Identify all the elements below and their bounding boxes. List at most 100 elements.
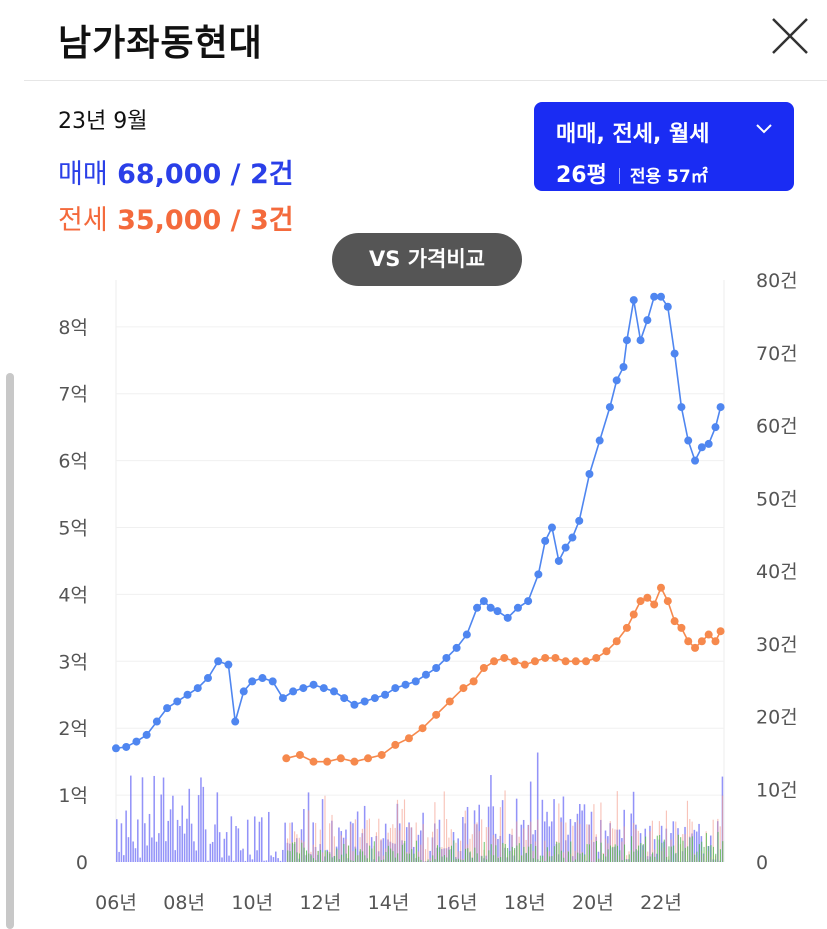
- bar-rent: [436, 845, 438, 862]
- bar-sale: [174, 850, 176, 862]
- bar-rent: [486, 859, 488, 862]
- jeonse-price-summary: 전세 35,000 / 3건: [58, 198, 294, 237]
- x-tick-label: 06년: [95, 892, 137, 914]
- bar-sale: [548, 826, 551, 862]
- bar-jeonse: [516, 821, 518, 862]
- bar-jeonse: [579, 823, 581, 862]
- bar-jeonse: [329, 823, 331, 862]
- bar-rent: [322, 861, 324, 862]
- bar-rent: [621, 860, 623, 862]
- bar-rent: [684, 847, 686, 862]
- bar-rent: [652, 852, 654, 862]
- bar-rent: [556, 842, 558, 862]
- jeonse-label: 전세: [58, 205, 108, 236]
- bar-jeonse: [457, 851, 459, 862]
- data-point-jeonse: [336, 754, 345, 763]
- x-tick-label: 20년: [572, 892, 614, 914]
- bar-rent: [661, 842, 663, 862]
- bar-rent: [357, 855, 359, 862]
- bar-rent: [687, 846, 689, 862]
- data-point-sale: [289, 687, 298, 696]
- bar-jeonse: [431, 831, 434, 862]
- bar-rent: [329, 853, 331, 862]
- bar-sale: [181, 805, 184, 862]
- bar-rent: [659, 835, 661, 862]
- data-point-jeonse: [650, 600, 659, 609]
- bar-sale: [695, 831, 698, 862]
- data-point-sale: [595, 436, 604, 445]
- bar-sale: [204, 829, 207, 862]
- bar-rent: [458, 858, 460, 862]
- close-icon[interactable]: [768, 14, 812, 58]
- bar-sale: [216, 792, 219, 862]
- bar-jeonse: [417, 851, 420, 862]
- bar-sale: [497, 839, 499, 862]
- bar-rent: [689, 837, 691, 862]
- bar-jeonse: [392, 824, 394, 862]
- y-tick-label: 5억: [58, 518, 88, 540]
- data-point-jeonse: [643, 593, 652, 602]
- bar-rent: [383, 859, 385, 862]
- scrollbar[interactable]: [6, 373, 14, 929]
- bar-jeonse: [544, 840, 546, 862]
- data-point-sale: [636, 336, 645, 345]
- data-point-sale: [391, 684, 400, 693]
- bar-jeonse: [396, 799, 399, 862]
- bar-rent: [572, 861, 574, 862]
- bar-sale: [116, 819, 118, 862]
- bar-rent: [369, 845, 371, 862]
- bar-jeonse: [591, 839, 593, 862]
- bar-rent: [469, 851, 471, 862]
- bar-rent: [546, 847, 548, 862]
- data-point-sale: [112, 744, 120, 753]
- bar-rent: [703, 846, 705, 862]
- bar-sale: [581, 810, 583, 862]
- bar-rent: [574, 859, 576, 862]
- bar-rent: [525, 852, 527, 862]
- bar-jeonse: [364, 828, 366, 862]
- bar-sale: [256, 850, 258, 862]
- data-point-sale: [697, 443, 706, 452]
- bar-rent: [670, 846, 672, 862]
- bar-sale: [137, 819, 139, 862]
- bar-jeonse: [609, 821, 611, 862]
- bar-jeonse: [525, 839, 527, 862]
- data-point-sale: [605, 403, 614, 412]
- data-point-jeonse: [459, 684, 468, 693]
- data-point-sale: [711, 423, 720, 432]
- y-tick-label: 2억: [58, 718, 88, 740]
- bar-rent: [577, 852, 579, 862]
- bar-jeonse: [333, 836, 335, 862]
- data-point-sale: [716, 403, 725, 412]
- bar-rent: [516, 845, 518, 862]
- data-point-sale: [561, 543, 570, 552]
- bar-rent: [315, 860, 317, 862]
- data-point-jeonse: [391, 740, 400, 749]
- bar-rent: [429, 861, 431, 862]
- bar-rent: [434, 859, 436, 862]
- bar-rent: [331, 857, 333, 862]
- bar-jeonse: [478, 831, 480, 862]
- bar-sale: [118, 851, 120, 862]
- price-compare-button[interactable]: VS 가격비교: [332, 233, 522, 286]
- bar-sale: [303, 809, 305, 862]
- bar-sale: [275, 851, 277, 862]
- x-tick-label: 08년: [163, 892, 205, 914]
- bar-sale: [258, 821, 261, 862]
- data-point-sale: [486, 603, 495, 612]
- bar-rent: [701, 841, 703, 862]
- data-point-sale: [370, 694, 379, 703]
- trade-type-filter-button[interactable]: 매매, 전세, 월세 26평 전용 57㎡: [534, 102, 794, 191]
- bar-sale: [141, 777, 144, 862]
- bar-rent: [324, 850, 326, 862]
- bar-jeonse: [530, 821, 532, 862]
- bar-sale: [312, 822, 314, 862]
- x-tick-label: 14년: [368, 892, 410, 914]
- data-point-sale: [534, 570, 543, 579]
- bar-rent: [705, 833, 707, 862]
- bar-rent: [460, 859, 462, 862]
- y-right-tick-label: 50건: [756, 488, 798, 510]
- y-tick-label: 0: [76, 852, 88, 874]
- bar-jeonse: [408, 824, 410, 862]
- y-tick-label: 4억: [58, 584, 88, 606]
